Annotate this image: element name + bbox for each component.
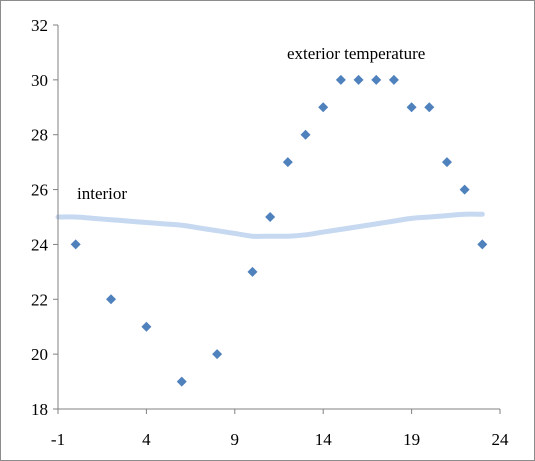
exterior-data-point — [353, 74, 364, 85]
exterior-data-point — [477, 239, 488, 250]
y-tick-label: 20 — [31, 345, 48, 364]
x-tick-label: 14 — [315, 430, 333, 449]
y-tick-label: 26 — [31, 181, 48, 200]
exterior-data-point — [212, 349, 223, 360]
exterior-data-point — [300, 129, 311, 140]
exterior-data-point — [371, 74, 382, 85]
exterior-points-group — [70, 74, 488, 387]
tick-labels-group: 18 20 22 24 26 28 30 32 -1 4 9 14 19 24 — [31, 16, 509, 449]
exterior-data-point — [335, 74, 346, 85]
y-tick-label: 32 — [31, 16, 48, 35]
exterior-data-point — [282, 157, 293, 168]
exterior-data-point — [406, 102, 417, 113]
x-tick-label: -1 — [51, 430, 65, 449]
exterior-data-point — [441, 157, 452, 168]
exterior-data-point — [459, 184, 470, 195]
exterior-data-point — [106, 294, 117, 305]
exterior-data-point — [141, 321, 152, 332]
exterior-temperature-annotation: exterior temperature — [287, 44, 425, 63]
x-tick-label: 24 — [492, 430, 510, 449]
exterior-data-point — [70, 239, 81, 250]
exterior-data-point — [247, 266, 258, 277]
y-tick-label: 30 — [31, 71, 48, 90]
exterior-data-point — [424, 102, 435, 113]
y-tick-label: 18 — [31, 400, 48, 419]
exterior-data-point — [318, 102, 329, 113]
exterior-data-point — [176, 376, 187, 387]
x-tick-label: 4 — [142, 430, 151, 449]
interior-series-line — [55, 211, 485, 239]
exterior-data-point — [388, 74, 399, 85]
x-tick-label: 9 — [231, 430, 240, 449]
interior-annotation: interior — [77, 184, 127, 203]
y-tick-label: 22 — [31, 290, 48, 309]
y-tick-label: 24 — [31, 235, 49, 254]
x-tick-label: 19 — [403, 430, 420, 449]
axes-group — [53, 24, 501, 414]
y-tick-label: 28 — [31, 126, 48, 145]
exterior-data-point — [265, 212, 276, 222]
interior-line-group — [55, 211, 485, 239]
